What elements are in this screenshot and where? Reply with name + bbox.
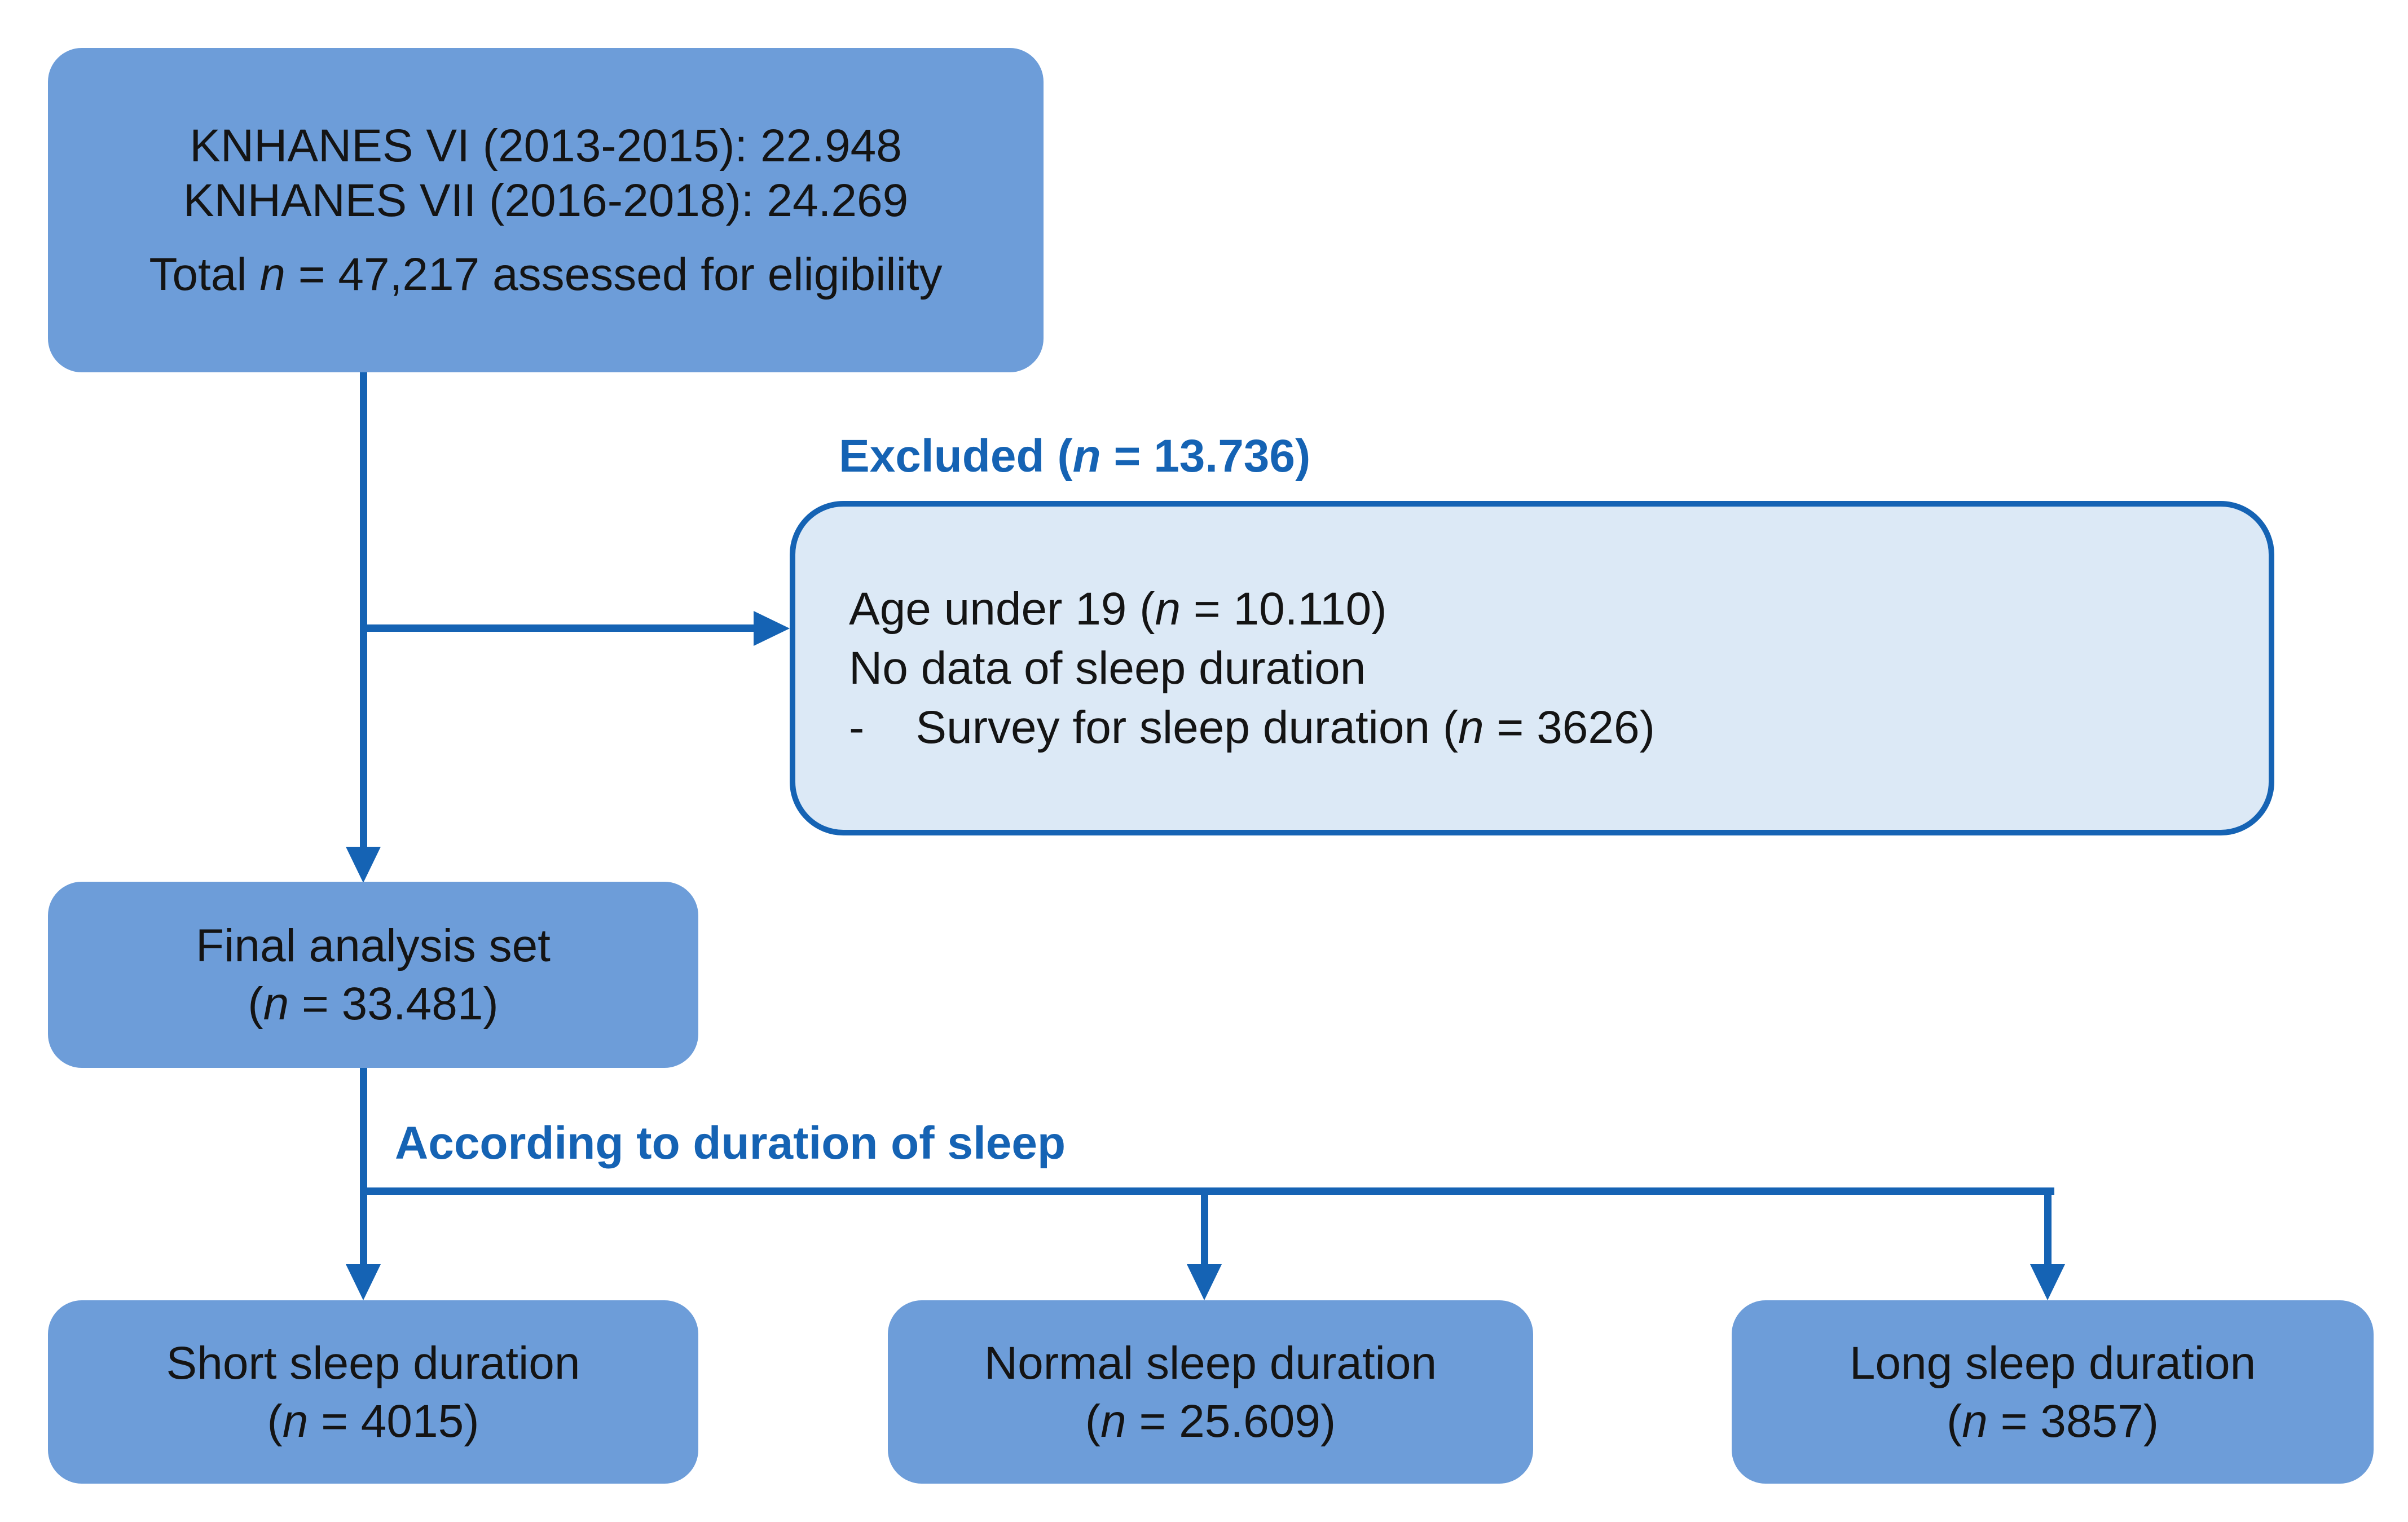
eligibility-line-2: KNHANES VII (2016-2018): 24.269 xyxy=(183,175,909,226)
final-analysis-line-2: (n = 33.481) xyxy=(248,978,499,1030)
normal-sleep-line-2: (n = 25.609) xyxy=(1085,1395,1336,1447)
branch-label: According to duration of sleep xyxy=(395,1118,1066,1169)
excluded-label: Excluded (n = 13.736) xyxy=(839,430,1311,482)
connector-branch-to-normal xyxy=(1201,1194,1208,1266)
excluded-line-2: No data of sleep duration xyxy=(849,643,1366,694)
excluded-line-3: - Survey for sleep duration (n = 3626) xyxy=(849,702,1655,753)
eligibility-total-line: Total n = 47,217 assessed for eligibilit… xyxy=(149,249,943,300)
eligibility-line-1: KNHANES VI (2013-2015): 22.948 xyxy=(190,120,902,171)
long-sleep-line-1: Long sleep duration xyxy=(1849,1337,2256,1389)
connector-branch-to-short xyxy=(360,1194,367,1266)
connector-branch-to-long xyxy=(2044,1194,2052,1266)
long-sleep-line-2: (n = 3857) xyxy=(1946,1395,2159,1447)
short-sleep-line-2: (n = 4015) xyxy=(267,1395,479,1447)
connector-to-excluded xyxy=(360,624,755,632)
eligibility-box: KNHANES VI (2013-2015): 22.948 KNHANES V… xyxy=(48,48,1044,372)
connector-top-to-final xyxy=(360,372,367,852)
short-sleep-box: Short sleep duration (n = 4015) xyxy=(48,1300,698,1484)
normal-sleep-box: Normal sleep duration (n = 25.609) xyxy=(888,1300,1533,1484)
down-arrowhead-icon xyxy=(346,1264,381,1300)
normal-sleep-line-1: Normal sleep duration xyxy=(984,1337,1437,1389)
connector-final-to-branch xyxy=(360,1068,367,1194)
final-analysis-box: Final analysis set (n = 33.481) xyxy=(48,882,698,1068)
excluded-box: Age under 19 (n = 10.110) No data of sle… xyxy=(790,501,2274,835)
down-arrowhead-icon xyxy=(346,847,381,883)
excluded-line-1: Age under 19 (n = 10.110) xyxy=(849,583,1387,635)
down-arrowhead-icon xyxy=(2030,1264,2065,1300)
right-arrowhead-icon xyxy=(754,611,790,646)
branch-horizontal-line xyxy=(360,1187,2054,1195)
final-analysis-line-1: Final analysis set xyxy=(196,920,551,971)
short-sleep-line-1: Short sleep duration xyxy=(166,1337,580,1389)
long-sleep-box: Long sleep duration (n = 3857) xyxy=(1732,1300,2374,1484)
down-arrowhead-icon xyxy=(1187,1264,1222,1300)
